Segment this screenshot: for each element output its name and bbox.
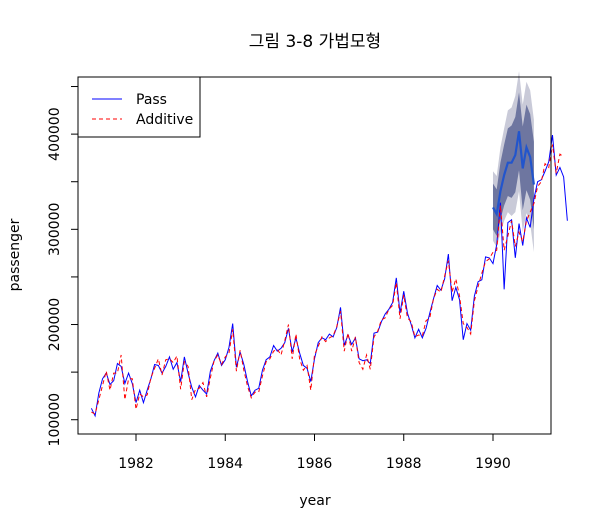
x-tick-label: 1990: [475, 456, 511, 472]
x-tick-label: 1984: [207, 456, 243, 472]
legend-box: [77, 76, 201, 138]
x-tick-label: 1986: [297, 456, 333, 472]
series-line-forecast: [492, 131, 535, 218]
series-lines: [90, 131, 568, 418]
x-axis-label: year: [299, 493, 330, 509]
legend-label-pass: Pass: [136, 92, 167, 108]
chart-title: 그림 3-8 가법모형: [249, 32, 381, 52]
forecast-intervals: [492, 71, 534, 253]
x-tick-label: 1988: [386, 456, 422, 472]
y-tick-label: 100000: [47, 393, 63, 446]
y-tick-label: 300000: [47, 203, 63, 256]
y-axis: 100000 200000 300000 400000: [47, 86, 78, 446]
x-axis: 1982 1984 1986 1988 1990: [118, 434, 511, 472]
legend: Pass Additive: [77, 76, 201, 138]
x-tick-label: 1982: [118, 456, 154, 472]
y-tick-label: 200000: [47, 298, 63, 351]
series-line-additive: [91, 144, 564, 415]
legend-label-additive: Additive: [136, 112, 193, 128]
y-axis-label: passenger: [7, 218, 23, 291]
series-line-pass: [90, 135, 568, 418]
y-tick-label: 400000: [47, 107, 63, 160]
forecast-band-80: [492, 92, 534, 236]
